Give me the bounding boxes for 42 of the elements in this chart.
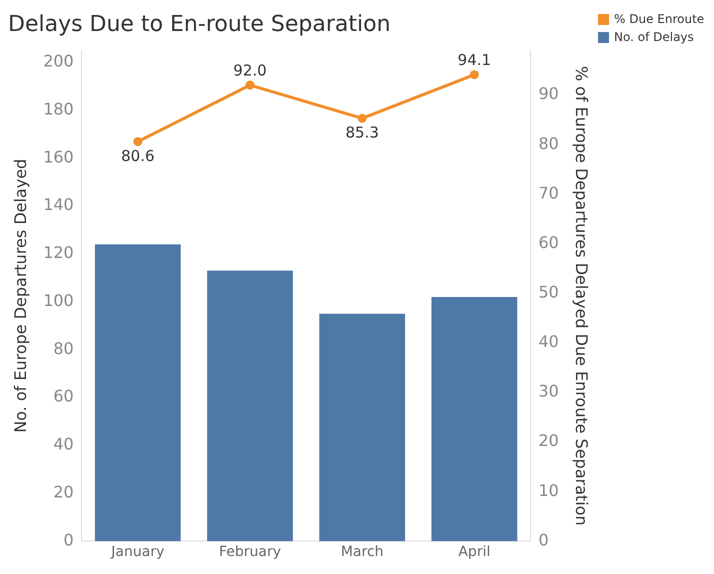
y-tick-label: 120 [43,243,74,262]
bar [319,314,406,542]
data-label: 80.6 [121,147,155,166]
y2-tick-label: 0 [538,530,549,550]
y-axis-title: No. of Europe Departures Delayed [10,158,30,433]
y2-tick-label: 30 [538,382,559,401]
y2-tick-label: 50 [538,282,559,302]
y-tick-label: 20 [53,482,74,502]
y-tick-label: 140 [43,195,74,214]
y-tick-label: 60 [53,386,74,406]
y-tick-label: 160 [43,147,74,166]
bar [94,244,181,542]
point [133,137,142,146]
x-tick-label: March [340,544,384,560]
bar [431,296,518,542]
x-tick-label: January [110,544,164,560]
y2-tick-label: 20 [538,431,559,450]
data-label: 92.0 [233,61,267,80]
x-tick-label: April [458,544,490,560]
y-tick-label: 180 [43,99,74,118]
x-tick-label: February [218,544,282,560]
point [246,80,254,90]
y2-tick-label: 60 [538,232,559,252]
y2-tick-label: 10 [538,480,559,500]
point [358,114,367,123]
point [470,70,479,80]
legend-label: No. of Delays [614,30,694,44]
y2-tick-label: 80 [538,134,559,153]
y-tick-label: 100 [43,290,74,310]
y2-tick-label: 40 [538,332,559,352]
y2-tick-label: 90 [538,84,559,104]
y-tick-label: 80 [53,338,74,358]
y2-tick-label: 70 [538,183,559,202]
y-tick-label: 40 [53,434,74,454]
bar [207,270,293,542]
legend-label: % Due Enroute [614,12,704,26]
y2-axis-title: % of Europe Departures Delayed Due Enroute Separation [572,66,592,526]
y-tick-label: 0 [64,530,74,550]
chart-title: Delays Due to En-route Separation [8,12,391,37]
y-tick-label: 200 [43,52,74,71]
data-label: 85.3 [345,124,379,142]
data-label: 94.1 [458,51,492,70]
